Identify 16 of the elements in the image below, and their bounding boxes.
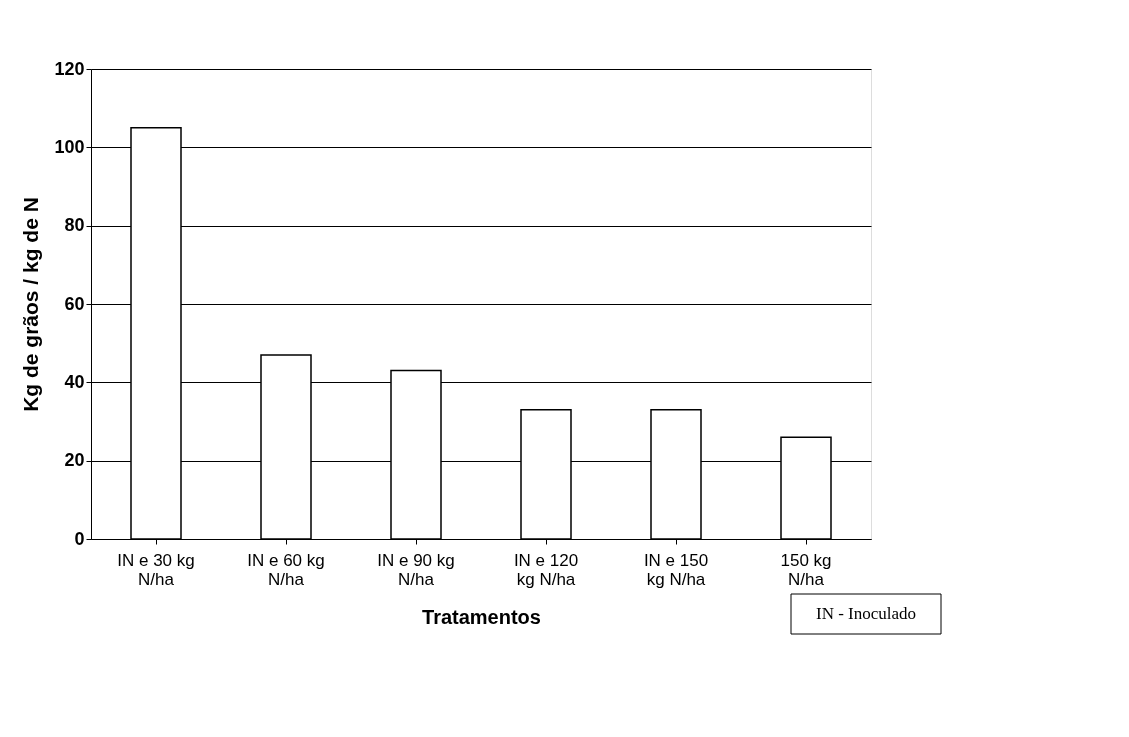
y-tick-label: 20 [64, 450, 85, 471]
y-tick-label: 80 [64, 215, 85, 236]
y-tick-label: 60 [64, 293, 85, 314]
x-tick-label: IN e 60 kg N/ha [247, 550, 325, 589]
x-axis-title: Tratamentos [422, 605, 541, 628]
x-tick-label: IN e 150 kg N/ha [643, 550, 709, 589]
x-tick-label: IN e 90 kg N/ha [377, 550, 455, 589]
x-tick-label: IN e 30 kg N/ha [117, 550, 195, 589]
y-tick-label: 0 [74, 528, 85, 549]
y-tick-label: 40 [64, 371, 85, 392]
y-tick-label: 120 [54, 58, 85, 79]
text: IN - Inoculado [815, 604, 917, 623]
y-axis-title: Kg de grãos / kg de N [19, 197, 43, 412]
x-tick-label: 150 kg N/ha [780, 550, 832, 589]
x-tick-label: IN e 120 kg N/ha [513, 550, 579, 589]
y-tick-label: 100 [54, 136, 85, 157]
